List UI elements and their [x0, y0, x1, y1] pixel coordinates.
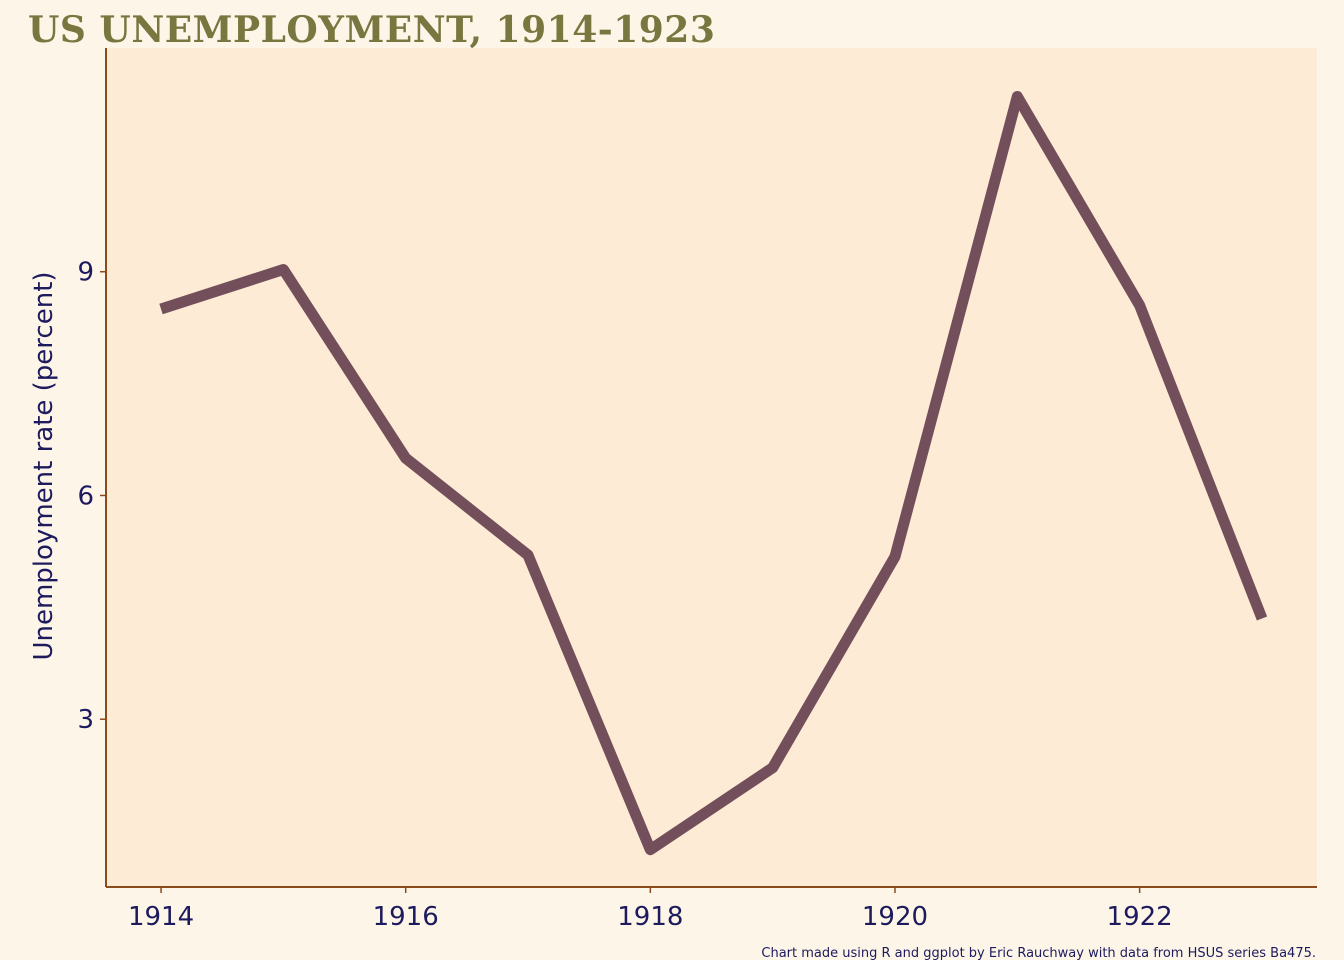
chart-caption: Chart made using R and ggplot by Eric Ra…	[761, 946, 1316, 960]
chart-title: US UNEMPLOYMENT, 1914-1923	[28, 9, 715, 51]
x-tick-label: 1920	[862, 902, 928, 932]
x-tick-label: 1916	[373, 902, 439, 932]
unemployment-line	[159, 91, 1268, 856]
y-axis-title: Unemployment rate (percent)	[29, 271, 59, 660]
x-tick-label: 1918	[617, 902, 683, 932]
series-layer	[159, 91, 1268, 856]
plot-panel	[106, 48, 1317, 887]
x-tick-label: 1914	[128, 902, 194, 932]
axes	[105, 48, 1317, 888]
x-tick-label: 1922	[1107, 902, 1173, 932]
axis-ticks: 1914 1916 1918 1920 1922 3 6 9	[77, 258, 1172, 932]
y-tick-label: 3	[77, 705, 94, 735]
y-tick-label: 9	[77, 258, 94, 288]
y-tick-label: 6	[77, 481, 94, 511]
